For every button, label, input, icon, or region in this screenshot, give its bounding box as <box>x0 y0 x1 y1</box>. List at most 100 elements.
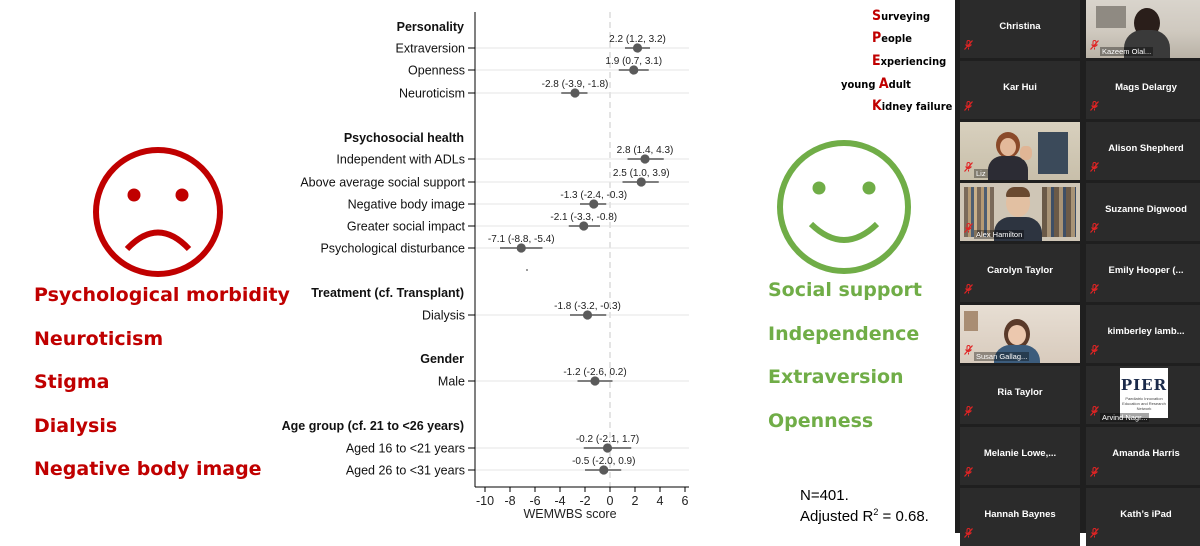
mic-muted-icon <box>964 159 973 177</box>
negative-factors-list: Psychological morbidity Neuroticism Stig… <box>34 284 290 502</box>
participant-tile[interactable]: Ria Taylor <box>960 366 1080 424</box>
mic-muted-icon <box>964 403 973 421</box>
participant-name: Amanda Harris <box>1112 448 1180 459</box>
row-label: Dialysis <box>422 309 465 323</box>
x-tick-label: 6 <box>682 494 689 508</box>
speak-line: Experiencing <box>872 53 947 69</box>
participant-name: Alison Shepherd <box>1108 143 1184 154</box>
x-tick-label: 4 <box>657 494 664 508</box>
mic-muted-icon <box>964 37 973 55</box>
participant-name: kimberley lamb... <box>1107 326 1185 337</box>
estimate-point <box>599 465 609 475</box>
speak-line: People <box>872 30 912 46</box>
participant-name: Susan Gallag... <box>974 352 1030 361</box>
mic-muted-icon <box>1090 281 1099 299</box>
presentation-slide: Psychological morbidity Neuroticism Stig… <box>34 8 953 525</box>
row-label: Psychological disturbance <box>320 242 465 256</box>
row-label: Extraversion <box>396 42 466 56</box>
mic-muted-icon <box>1090 98 1099 116</box>
row-label: Neuroticism <box>399 87 465 101</box>
participant-name: Ria Taylor <box>997 387 1043 398</box>
forest-plot: -10 -8 -6 -4 -2 0 2 4 6 WEMWBS score Personality E… <box>282 12 689 521</box>
pier-logo-subtext: Paediatric Innovation Education and Rese… <box>1122 396 1166 411</box>
negative-factor: Dialysis <box>34 414 118 437</box>
mic-muted-icon <box>1090 159 1099 177</box>
participant-tile[interactable]: Kath’s iPad <box>1086 488 1200 546</box>
participant-tile[interactable]: Hannah Baynes <box>960 488 1080 546</box>
participant-tile[interactable]: Kazeem Olal... <box>1086 0 1200 58</box>
mic-muted-icon <box>964 220 973 238</box>
negative-factor: Negative body image <box>34 458 262 480</box>
participant-tile[interactable]: kimberley lamb... <box>1086 305 1200 363</box>
mic-muted-icon <box>964 342 973 360</box>
group-heading: Treatment (cf. Transplant) <box>311 286 464 300</box>
mic-muted-icon <box>1090 403 1099 421</box>
estimate-point <box>570 88 580 98</box>
estimate-annotation: -0.5 (-2.0, 0.9) <box>572 456 635 467</box>
participant-tile[interactable]: Alison Shepherd <box>1086 122 1200 180</box>
happy-face-icon <box>777 140 911 274</box>
participant-tile[interactable]: Amanda Harris <box>1086 427 1200 485</box>
x-tick-label: -2 <box>579 494 590 508</box>
participant-tile[interactable]: Emily Hooper (... <box>1086 244 1200 302</box>
stray-dot <box>526 269 528 271</box>
negative-factor: Stigma <box>34 371 110 393</box>
adjusted-r-squared: Adjusted R2 = 0.68. <box>800 507 929 525</box>
participant-name: Liz <box>974 169 988 178</box>
participant-video <box>1086 0 1200 58</box>
group-heading: Personality <box>397 20 464 34</box>
participant-tile[interactable]: Christina <box>960 0 1080 58</box>
speak-line: Surveying <box>872 8 931 24</box>
participant-tile[interactable]: Melanie Lowe,... <box>960 427 1080 485</box>
participant-tile[interactable]: Susan Gallag... <box>960 305 1080 363</box>
mic-muted-icon <box>1090 37 1099 55</box>
positive-factors-list: Social support Independence Extraversion… <box>768 279 922 453</box>
estimate-annotation: -1.3 (-2.4, -0.3) <box>560 190 627 201</box>
estimate-annotation: -0.2 (-2.1, 1.7) <box>576 434 639 445</box>
estimate-point <box>516 243 526 253</box>
participant-tile[interactable]: Alex Hamilton <box>960 183 1080 241</box>
participant-name: Carolyn Taylor <box>987 265 1053 276</box>
participant-tile[interactable]: Kar Hui <box>960 61 1080 119</box>
mic-muted-icon <box>1090 342 1099 360</box>
estimate-point <box>602 443 613 453</box>
estimate-point <box>582 310 593 320</box>
mic-muted-icon <box>1090 525 1099 543</box>
participant-tile[interactable]: Mags Delargy <box>1086 61 1200 119</box>
sample-size: N=401. <box>800 487 849 504</box>
positive-factor: Openness <box>768 409 874 432</box>
x-tick-label: -8 <box>504 494 515 508</box>
participant-tile[interactable]: Carolyn Taylor <box>960 244 1080 302</box>
participant-tile[interactable]: Suzanne Digwood <box>1086 183 1200 241</box>
estimate-point <box>632 43 643 53</box>
estimate-point <box>636 177 646 187</box>
negative-factor: Psychological morbidity <box>34 284 290 306</box>
speak-line: young Adult <box>841 76 911 92</box>
participant-name: Alex Hamilton <box>974 230 1025 239</box>
participant-video <box>960 305 1080 363</box>
estimate-point <box>590 376 600 386</box>
x-tick-label: 2 <box>632 494 639 508</box>
estimate-annotation: -1.8 (-3.2, -0.3) <box>554 301 621 312</box>
participant-name: Mags Delargy <box>1115 82 1177 93</box>
estimate-annotation: -7.1 (-8.8, -5.4) <box>488 234 555 245</box>
x-tick-label: -6 <box>529 494 540 508</box>
positive-factor: Independence <box>768 322 920 345</box>
group-heading: Age group (cf. 21 to <26 years) <box>282 419 464 433</box>
estimate-point <box>629 65 639 75</box>
positive-factor: Extraversion <box>768 366 904 388</box>
row-label: Negative body image <box>348 198 465 212</box>
participant-name: Kath’s iPad <box>1120 509 1172 520</box>
participant-tile[interactable]: PIER Paediatric Innovation Education and … <box>1086 366 1200 424</box>
mic-muted-icon <box>964 464 973 482</box>
participant-tile[interactable]: Liz <box>960 122 1080 180</box>
participant-name: Melanie Lowe,... <box>983 448 1057 459</box>
mic-muted-icon <box>964 525 973 543</box>
participant-name: Emily Hooper (... <box>1108 265 1184 276</box>
estimate-annotation: 1.9 (0.7, 3.1) <box>605 56 662 67</box>
mic-muted-icon <box>1090 464 1099 482</box>
group-heading: Gender <box>420 352 464 366</box>
group-heading: Psychosocial health <box>344 131 464 145</box>
estimate-annotation: -2.1 (-3.3, -0.8) <box>550 212 617 223</box>
negative-factor: Neuroticism <box>34 327 164 350</box>
